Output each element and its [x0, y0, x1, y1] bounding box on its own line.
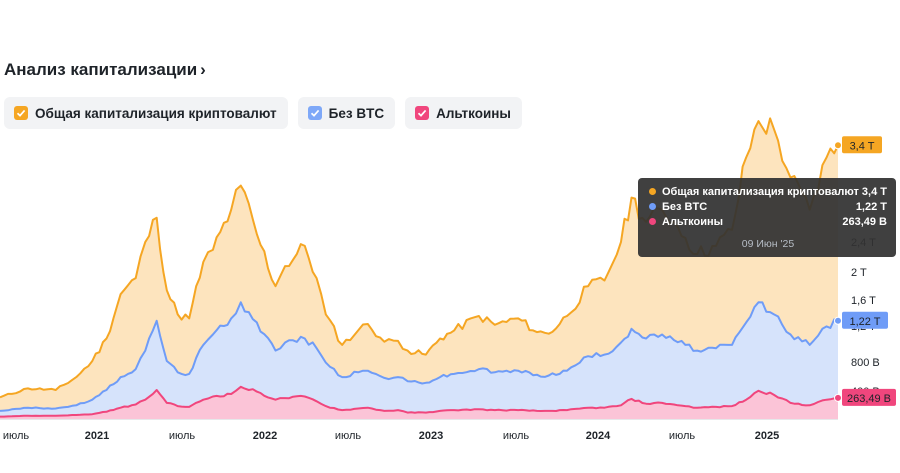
series-area-3	[0, 386, 838, 419]
chevron-right-icon: ›	[200, 60, 206, 79]
y-tick-label: 1,6 T	[851, 295, 876, 307]
tooltip-series-name: Общая капитализация криптовалют	[662, 185, 859, 198]
end-value-label: 3,4 T	[850, 140, 875, 152]
tooltip-series-value: 1,22 T	[855, 200, 887, 213]
x-tick-label: июль	[669, 430, 696, 442]
end-value-badge	[842, 388, 896, 406]
x-tick-label: июль	[503, 430, 530, 442]
tooltip-series-name: Альткоины	[662, 215, 723, 228]
legend-total-cap[interactable]: Общая капитализация криптовалют	[4, 97, 288, 129]
series-end-dot	[834, 393, 842, 402]
series-dot-icon	[649, 188, 656, 195]
end-value-badge	[842, 311, 888, 329]
y-tick-label: 800 B	[851, 357, 880, 369]
tooltip-date: 09 Июн '25	[741, 238, 795, 250]
x-tick-label: 2023	[419, 430, 443, 442]
checkbox-checked-icon[interactable]	[14, 106, 28, 120]
x-tick-label: 2022	[253, 430, 277, 442]
x-tick-label: 2025	[755, 430, 779, 442]
series-line-3	[0, 385, 839, 418]
series-end-dot	[834, 316, 842, 325]
legend-label-total: Общая капитализация криптовалют	[35, 105, 277, 121]
tooltip-series-value: 3,4 T	[861, 185, 887, 198]
x-tick-label: 2024	[586, 430, 611, 442]
tooltip-series-name: Без BTC	[662, 200, 708, 213]
legend-ex-btc[interactable]: Без BTC	[297, 97, 396, 129]
legend-label-ex-btc: Без BTC	[328, 105, 385, 121]
legend-altcoins[interactable]: Альткоины	[405, 97, 522, 129]
checkbox-checked-icon[interactable]	[307, 106, 322, 120]
series-dot-icon	[649, 203, 656, 210]
x-tick-label: 2021	[85, 430, 109, 442]
tooltip-row-ex-btc: Без BTC 1,22 T	[649, 199, 887, 214]
x-tick-label: июль	[335, 430, 362, 442]
tooltip-row-altcoins: Альткоины 263,49 B	[649, 214, 887, 229]
end-value-label: 263,49 B	[847, 393, 891, 405]
section-title[interactable]: Анализ капитализации ›	[4, 60, 206, 80]
series-area-2	[0, 302, 838, 419]
x-tick-label: июль	[169, 430, 196, 442]
legend-label-altcoins: Альткоины	[436, 105, 511, 121]
legend: Общая капитализация криптовалют Без BTC …	[4, 97, 522, 129]
end-value-badge	[842, 136, 882, 154]
series-dot-icon	[649, 218, 656, 225]
x-tick-label: июль	[3, 430, 30, 442]
chart-tooltip: Общая капитализация криптовалют 3,4 T Бе…	[638, 178, 896, 257]
end-value-label: 1,22 T	[850, 316, 881, 328]
series-end-dot	[834, 141, 842, 150]
tooltip-series-value: 263,49 B	[842, 215, 887, 228]
checkbox-checked-icon[interactable]	[415, 106, 430, 120]
series-line-2	[0, 301, 839, 412]
title-text: Анализ капитализации	[4, 60, 198, 79]
tooltip-row-total: Общая капитализация криптовалют 3,4 T	[649, 184, 887, 199]
y-tick-label: 2 T	[851, 267, 867, 279]
